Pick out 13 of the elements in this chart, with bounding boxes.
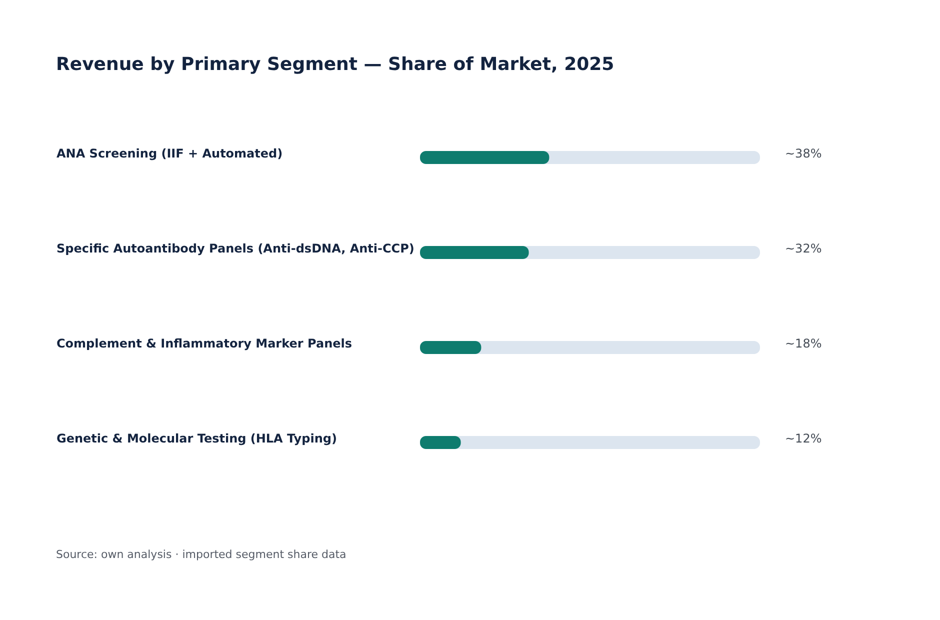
bar	[420, 246, 529, 259]
data-label: ~32%	[785, 242, 822, 256]
source-note: Source: own analysis · imported segment share data	[56, 548, 346, 561]
data-label: ~38%	[785, 146, 822, 160]
y-tick-label: Specific Autoantibody Panels (Anti-dsDNA, Anti-CCP)	[56, 242, 414, 256]
bar	[420, 436, 461, 449]
bar	[420, 341, 482, 354]
y-tick-label: ANA Screening (IIF + Automated)	[56, 146, 283, 160]
y-tick-label: Genetic & Molecular Testing (HLA Typing)	[56, 432, 337, 446]
chart-title: Revenue by Primary Segment — Share of Market, 2025	[56, 54, 614, 75]
data-label: ~12%	[785, 432, 822, 446]
y-tick-label: Complement & Inflammatory Marker Panels	[56, 336, 352, 350]
data-label: ~18%	[785, 336, 822, 350]
